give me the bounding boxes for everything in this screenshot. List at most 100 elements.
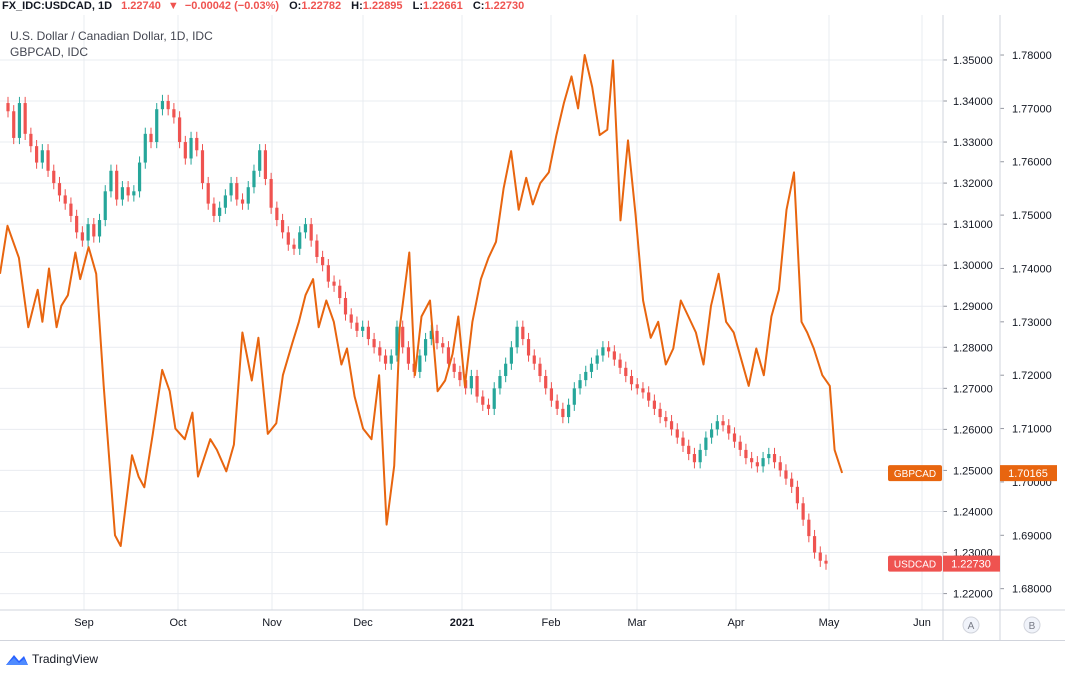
candle-body	[795, 486, 799, 504]
usdcad-tick-label: 1.29000	[953, 301, 993, 313]
candle-body	[692, 454, 697, 463]
gbpcad-tick-label: 1.74000	[1012, 263, 1052, 275]
candle-body	[172, 109, 176, 118]
candle-body	[538, 363, 542, 377]
usdcad-tick-label: 1.26000	[953, 424, 993, 436]
candle-body	[75, 215, 79, 233]
candle-body	[17, 103, 22, 138]
usdcad-tick-label: 1.33000	[953, 137, 993, 149]
candle-body	[492, 388, 496, 409]
gbpcad-tick-label: 1.78000	[1012, 50, 1052, 62]
gbpcad-tick-label: 1.75000	[1012, 210, 1052, 222]
candle-body	[63, 195, 67, 204]
candle-body	[515, 326, 519, 348]
down-arrow-icon: ▼	[167, 0, 179, 12]
gbpcad-tick-label: 1.77000	[1012, 103, 1052, 115]
chart-legend: U.S. Dollar / Canadian Dollar, 1D, IDC G…	[10, 28, 213, 60]
candle-body	[601, 347, 605, 356]
candle-body	[486, 404, 491, 409]
candle-body	[326, 265, 330, 282]
candle-body	[212, 203, 216, 216]
candle-body	[441, 343, 445, 348]
candle-body	[595, 355, 599, 364]
candle-body	[675, 429, 679, 438]
candle-body	[97, 220, 102, 237]
candle-body	[641, 388, 645, 393]
tradingview-logo[interactable]: TradingView	[5, 651, 98, 667]
candle-body	[120, 187, 125, 200]
candle-body	[704, 437, 708, 450]
candle-body	[178, 117, 182, 143]
candle-body	[315, 240, 319, 257]
price-tag-name: GBPCAD	[894, 469, 936, 480]
scale-button-a[interactable]	[962, 616, 980, 634]
candle-body	[647, 392, 651, 401]
candle-body	[761, 458, 765, 467]
candle-body	[383, 355, 388, 364]
candle-body	[46, 150, 50, 171]
candle-body	[366, 326, 370, 340]
candle-body	[584, 371, 588, 381]
candle-body	[372, 339, 376, 348]
x-tick-label: Jun	[913, 617, 931, 629]
price-tag-name: USDCAD	[894, 560, 936, 571]
usdcad-tick-label: 1.32000	[953, 178, 993, 190]
candle-body	[526, 339, 531, 356]
usdcad-tick-label: 1.27000	[953, 383, 993, 395]
tradingview-brand: TradingView	[32, 652, 99, 666]
candle-body	[103, 191, 107, 221]
candle-body	[652, 400, 656, 409]
legend-main-series[interactable]: U.S. Dollar / Canadian Dollar, 1D, IDC	[10, 29, 213, 43]
candle-body	[521, 326, 525, 340]
candle-body	[292, 244, 296, 249]
candle-body	[35, 146, 39, 163]
candle-body	[532, 355, 536, 364]
candle-body	[435, 330, 439, 344]
candle-body	[378, 347, 382, 356]
high-label: H:	[351, 0, 363, 12]
scale-button-b[interactable]	[1023, 616, 1041, 634]
candle-body	[406, 347, 411, 364]
candle-body	[309, 224, 313, 241]
price-tag-value-bg	[1000, 465, 1057, 482]
gbpcad-tick-label: 1.68000	[1012, 584, 1052, 596]
x-tick-label: May	[819, 617, 840, 629]
candle-body	[732, 433, 737, 442]
candle-body	[681, 437, 685, 446]
candle-body	[137, 162, 142, 192]
candle-body	[92, 224, 96, 237]
gbpcad-tick-label: 1.71000	[1012, 424, 1052, 436]
candle-body	[698, 449, 702, 463]
candle-body	[572, 388, 576, 405]
price-tag-name-bg	[888, 465, 942, 482]
legend-compare-series[interactable]: GBPCAD, IDC	[10, 45, 89, 59]
x-tick-label: 2021	[450, 617, 474, 629]
candle-body	[475, 376, 479, 397]
candle-body	[57, 183, 62, 196]
usdcad-tick-label: 1.34000	[953, 96, 993, 108]
candle-body	[115, 170, 119, 200]
price-tag-value: 1.70165	[1008, 468, 1048, 480]
candle-body	[263, 150, 268, 179]
usdcad-tick-label: 1.30000	[953, 260, 993, 272]
candle-body	[624, 367, 628, 377]
candle-body	[612, 351, 616, 360]
gbpcad-line	[0, 54, 844, 547]
footer: TradingView	[0, 640, 1065, 676]
price-tag-value-bg	[943, 555, 1000, 572]
candle-body	[607, 347, 611, 352]
chart-canvas[interactable]: 1.35000 1.34000 1.33000 1.32000 1.31000 1.300…	[0, 15, 1065, 640]
tradingview-logo-icon	[6, 655, 28, 665]
candle-body	[446, 347, 451, 364]
candle-body	[790, 478, 794, 487]
candle-body	[195, 137, 199, 151]
candle-body	[669, 421, 674, 430]
open-label: O:	[289, 0, 302, 12]
candle-body	[246, 187, 250, 204]
change-value: −0.00042 (−0.03%)	[184, 0, 280, 12]
price-tag-value: 1.22730	[951, 559, 991, 571]
candle-body	[361, 326, 365, 331]
open-value: 1.22782	[301, 0, 342, 12]
candle-body	[778, 462, 782, 471]
candle-body	[807, 519, 811, 537]
